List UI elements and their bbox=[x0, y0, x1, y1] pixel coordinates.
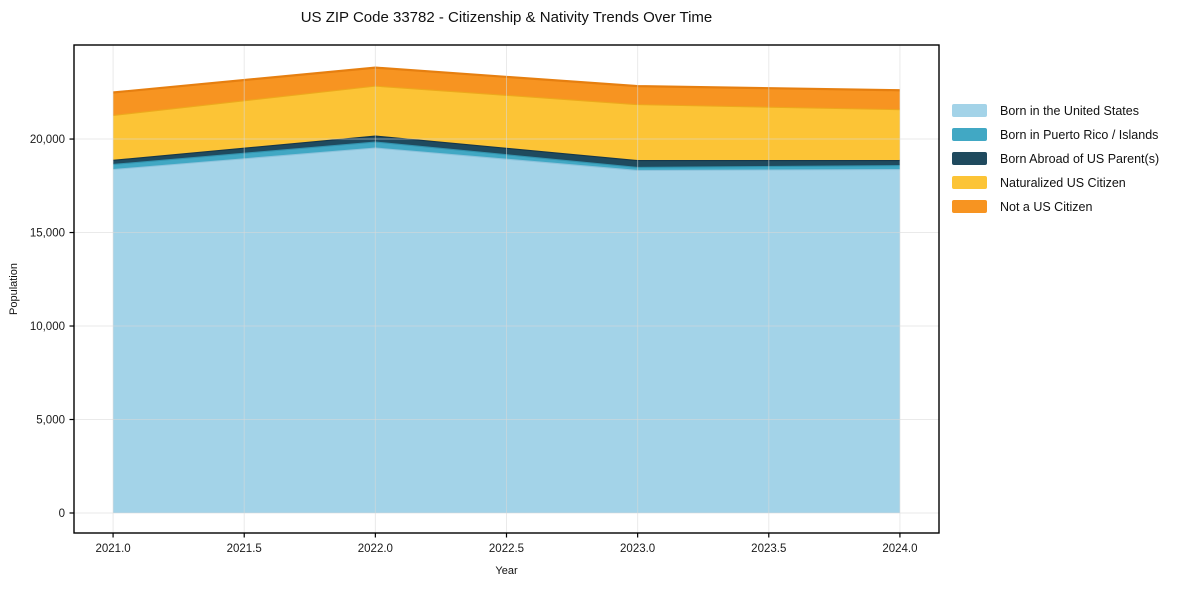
legend-label-2: Born Abroad of US Parent(s) bbox=[1000, 151, 1160, 166]
y-tick-label: 5,000 bbox=[36, 415, 65, 427]
x-tick-label: 2021.0 bbox=[95, 543, 130, 555]
legend: Born in the United States Born in Puerto … bbox=[952, 104, 1159, 224]
y-tick-label: 0 bbox=[59, 508, 65, 520]
legend-label-4: Not a US Citizen bbox=[1000, 199, 1093, 214]
x-tick-label: 2023.5 bbox=[751, 543, 786, 555]
legend-item-3: Naturalized US Citizen bbox=[952, 175, 1159, 190]
chart-title: US ZIP Code 33782 - Citizenship & Nativi… bbox=[300, 9, 713, 26]
legend-swatch-4 bbox=[952, 200, 987, 213]
x-tick-label: 2022.5 bbox=[489, 543, 524, 555]
x-tick-label: 2024.0 bbox=[882, 543, 917, 555]
y-axis-label: Population bbox=[8, 263, 20, 315]
y-tick-label: 20,000 bbox=[30, 134, 65, 146]
legend-label-0: Born in the United States bbox=[1000, 103, 1139, 118]
legend-item-0: Born in the United States bbox=[952, 103, 1159, 118]
x-tick-label: 2021.5 bbox=[227, 543, 262, 555]
x-tick-label: 2022.0 bbox=[358, 543, 393, 555]
plot-border bbox=[73, 44, 940, 534]
x-tick-label: 2023.0 bbox=[620, 543, 655, 555]
y-tick-label: 10,000 bbox=[30, 321, 65, 333]
legend-item-1: Born in Puerto Rico / Islands bbox=[952, 127, 1159, 142]
legend-item-2: Born Abroad of US Parent(s) bbox=[952, 151, 1160, 166]
legend-swatch-2 bbox=[952, 152, 987, 165]
legend-swatch-1 bbox=[952, 128, 987, 141]
legend-label-1: Born in Puerto Rico / Islands bbox=[1000, 127, 1159, 142]
legend-label-3: Naturalized US Citizen bbox=[1000, 175, 1126, 190]
x-axis-label: Year bbox=[495, 565, 518, 577]
legend-item-4: Not a US Citizen bbox=[952, 199, 1159, 214]
legend-swatch-0 bbox=[952, 104, 987, 117]
legend-swatch-3 bbox=[952, 176, 987, 189]
y-tick-label: 15,000 bbox=[30, 228, 65, 240]
